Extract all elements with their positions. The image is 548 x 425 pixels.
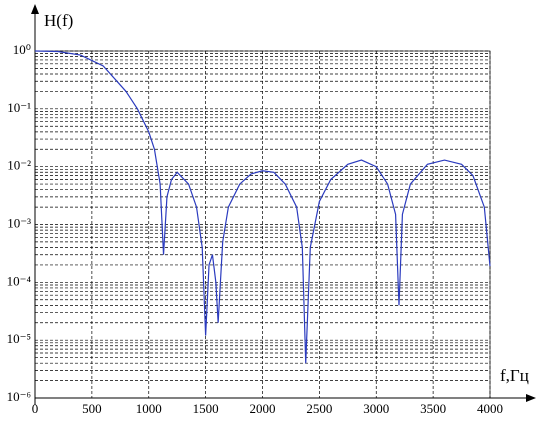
- x-tick-label: 1000: [136, 401, 162, 416]
- x-axis-label: f,Гц: [500, 366, 529, 385]
- x-tick-label: 0: [32, 401, 39, 416]
- y-tick-label: 10⁻⁶: [7, 389, 31, 404]
- y-tick-label: 10⁻²: [7, 158, 31, 173]
- y-tick-label: 10⁻⁴: [7, 273, 32, 288]
- y-tick-label: 10⁻³: [7, 215, 31, 230]
- y-tick-label: 10⁰: [13, 42, 31, 57]
- y-tick-label: 10⁻¹: [7, 100, 31, 115]
- data-line: [34, 50, 491, 364]
- x-tick-label: 2000: [250, 401, 276, 416]
- x-tick-label: 500: [82, 401, 102, 416]
- x-tick-label: 3000: [363, 401, 389, 416]
- x-tick-label: 4000: [477, 401, 503, 416]
- y-axis-label: H(f): [44, 11, 73, 30]
- x-tick-label: 3500: [420, 401, 446, 416]
- plot-frame: [34, 50, 491, 399]
- x-tick-label: 2500: [306, 401, 332, 416]
- x-tick-label: 1500: [193, 401, 219, 416]
- y-tick-label: 10⁻⁵: [7, 331, 31, 346]
- y-arrow: [31, 4, 39, 14]
- x-arrow: [526, 394, 536, 402]
